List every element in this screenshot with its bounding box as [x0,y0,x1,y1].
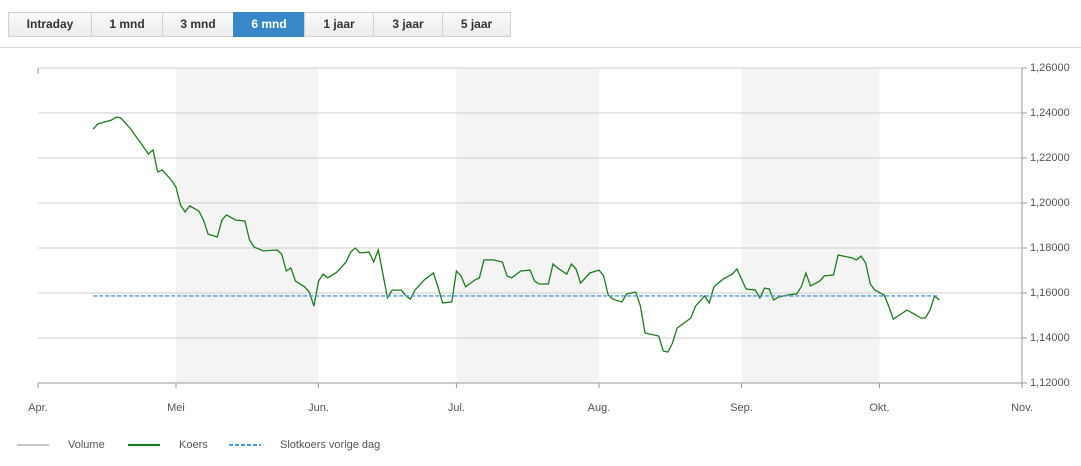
y-tick-label: 1,14000 [1030,332,1070,344]
legend-label: Volume [68,439,105,451]
month-band [175,68,319,383]
month-band [456,68,599,383]
legend-label: Koers [179,439,208,451]
price-line [92,116,940,353]
x-tick-label: Aug. [588,402,611,414]
period-tab[interactable]: 3 mnd [162,12,234,37]
period-tab[interactable]: 1 mnd [91,12,163,37]
x-tick-label: Apr. [28,402,48,414]
period-tabs: Intraday 1 mnd 3 mnd 6 mnd 1 jaar 3 jaar 5 jaa… [8,12,511,37]
separator [0,47,1081,48]
x-tick-label: Jul. [448,402,465,414]
y-tick-label: 1,20000 [1030,197,1070,209]
y-tick-label: 1,16000 [1030,287,1070,299]
x-tick-label: Nov. [1011,402,1033,414]
y-tick-label: 1,26000 [1030,62,1070,74]
period-tab[interactable]: 6 mnd [233,12,305,37]
x-tick-label: Okt. [869,402,889,414]
period-tab[interactable]: 5 jaar [442,12,511,37]
legend-label: Slotkoers vorige dag [280,439,380,451]
y-tick-label: 1,18000 [1030,242,1070,254]
period-tab[interactable]: 1 jaar [304,12,374,37]
period-tab[interactable]: 3 jaar [373,12,443,37]
x-tick-label: Sep. [730,402,753,414]
y-tick-label: 1,22000 [1030,152,1070,164]
x-tick-label: Jun. [308,402,329,414]
y-tick-label: 1,12000 [1030,377,1070,389]
month-band [741,68,880,383]
y-tick-label: 1,24000 [1030,107,1070,119]
period-tab[interactable]: Intraday [8,12,92,37]
x-tick-label: Mei [167,402,185,414]
